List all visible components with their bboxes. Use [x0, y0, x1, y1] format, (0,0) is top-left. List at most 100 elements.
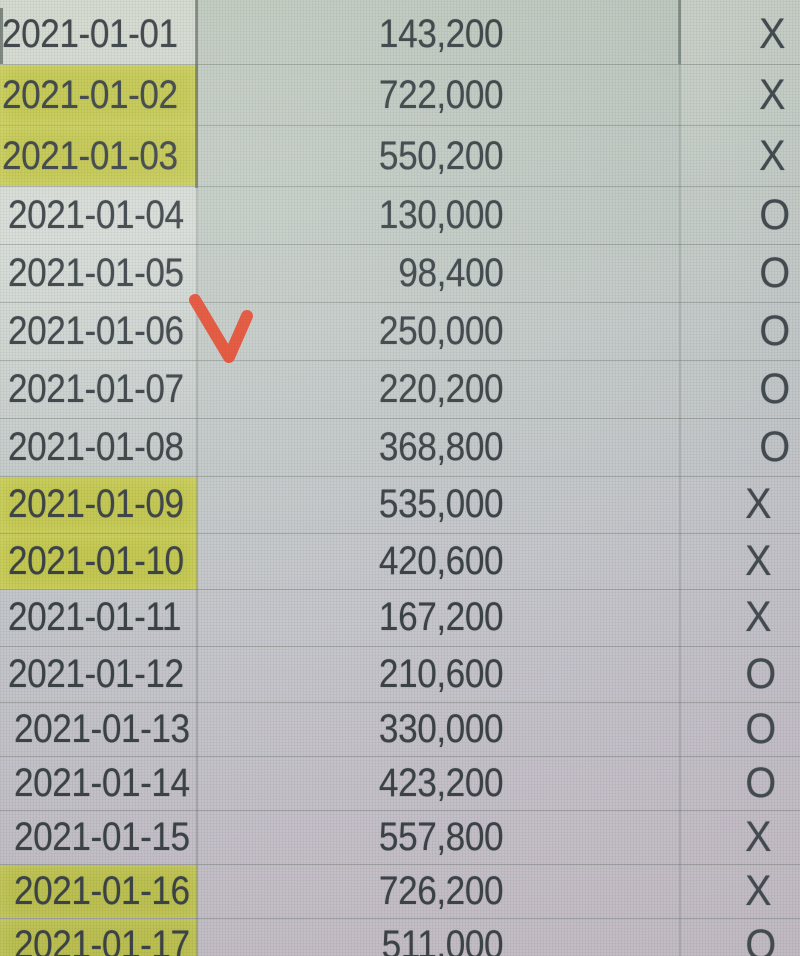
amount-cell[interactable]: 130,000 — [198, 187, 680, 244]
amount-cell[interactable]: 420,600 — [198, 534, 680, 590]
mark-cell[interactable]: O — [680, 419, 800, 476]
mark-cell[interactable]: O — [680, 757, 800, 810]
date-cell[interactable]: 2021-01-06 — [0, 303, 198, 360]
mark-text: X — [759, 9, 786, 58]
date-text: 2021-01-06 — [8, 309, 184, 353]
date-text: 2021-01-13 — [14, 707, 190, 751]
date-text: 2021-01-03 — [2, 133, 178, 178]
amount-text: 420,600 — [378, 538, 504, 583]
amount-cell[interactable]: 167,200 — [198, 590, 680, 646]
amount-cell[interactable]: 550,200 — [198, 126, 680, 186]
mark-cell[interactable]: X — [680, 126, 800, 186]
amount-text: 98,400 — [397, 251, 503, 295]
mark-text: O — [759, 365, 790, 413]
date-text: 2021-01-01 — [2, 11, 178, 56]
mark-text: X — [745, 480, 772, 529]
mark-cell[interactable]: X — [680, 590, 800, 646]
mark-cell[interactable]: O — [680, 919, 800, 956]
date-cell[interactable]: 2021-01-13 — [0, 703, 198, 756]
date-cell[interactable]: 2021-01-02 — [0, 65, 198, 125]
mark-text: O — [745, 759, 776, 807]
mark-cell[interactable]: X — [680, 865, 800, 918]
amount-cell[interactable]: 330,000 — [198, 703, 680, 756]
date-cell[interactable]: 2021-01-11 — [0, 590, 198, 646]
mark-text: X — [759, 70, 786, 119]
table-row: 2021-01-09 535,000 X — [0, 477, 800, 534]
amount-text: 143,200 — [378, 11, 504, 56]
amount-cell[interactable]: 210,600 — [198, 647, 680, 703]
amount-text: 130,000 — [378, 193, 504, 237]
mark-cell[interactable]: X — [680, 4, 800, 64]
date-cell[interactable]: 2021-01-04 — [0, 187, 198, 244]
amount-cell[interactable]: 511,000 — [198, 919, 680, 956]
amount-cell[interactable]: 726,200 — [198, 865, 680, 918]
mark-text: O — [759, 249, 790, 297]
table-row: 2021-01-02 722,000 X — [0, 65, 800, 126]
date-cell[interactable]: 2021-01-10 — [0, 533, 198, 589]
table-row: 2021-01-01 143,200 X — [0, 4, 800, 65]
mark-text: X — [745, 593, 772, 642]
table-row: 2021-01-15 557,800 X — [0, 811, 800, 865]
mark-cell[interactable]: O — [680, 303, 800, 360]
amount-cell[interactable]: 722,000 — [198, 65, 680, 125]
date-cell[interactable]: 2021-01-15 — [0, 811, 198, 864]
table-row: 2021-01-11 167,200 X — [0, 590, 800, 647]
date-cell[interactable]: 2021-01-03 — [0, 126, 198, 186]
mark-cell[interactable]: O — [680, 245, 800, 302]
mark-cell[interactable]: O — [680, 703, 800, 756]
mark-cell[interactable]: X — [680, 811, 800, 864]
mark-cell[interactable]: O — [680, 361, 800, 418]
amount-text: 368,800 — [378, 425, 504, 469]
mark-cell[interactable]: X — [680, 477, 800, 533]
date-text: 2021-01-12 — [8, 651, 184, 696]
date-cell[interactable]: 2021-01-08 — [0, 419, 198, 476]
date-cell[interactable]: 2021-01-17 — [0, 919, 198, 956]
date-text: 2021-01-08 — [8, 425, 184, 469]
amount-cell[interactable]: 368,800 — [198, 419, 680, 476]
table-row: 2021-01-08 368,800 O — [0, 419, 800, 477]
date-cell[interactable]: 2021-01-07 — [0, 361, 198, 418]
mark-text: O — [759, 307, 790, 355]
amount-cell[interactable]: 143,200 — [198, 4, 680, 64]
mark-text: X — [759, 131, 786, 180]
mark-text: X — [745, 813, 772, 861]
date-text: 2021-01-15 — [14, 815, 190, 859]
amount-text: 220,200 — [378, 367, 504, 411]
mark-text: O — [745, 921, 776, 956]
amount-cell[interactable]: 535,000 — [198, 477, 680, 533]
date-cell[interactable]: 2021-01-12 — [0, 647, 198, 703]
mark-cell[interactable]: X — [680, 534, 800, 590]
date-cell[interactable]: 2021-01-16 — [0, 865, 198, 918]
red-check-icon — [189, 294, 253, 363]
date-cell[interactable]: 2021-01-14 — [0, 757, 198, 810]
amount-cell[interactable]: 98,400 — [198, 245, 680, 302]
amount-text: 535,000 — [378, 482, 504, 527]
mark-cell[interactable]: O — [680, 187, 800, 244]
date-cell[interactable]: 2021-01-09 — [0, 477, 198, 533]
mark-cell[interactable]: O — [680, 647, 800, 703]
table-row: 2021-01-04 130,000 O — [0, 187, 800, 245]
table-row: 2021-01-10 420,600 X — [0, 533, 800, 590]
mark-text: X — [745, 867, 772, 915]
mark-text: X — [745, 536, 772, 585]
amount-text: 726,200 — [378, 869, 504, 913]
amount-cell[interactable]: 557,800 — [198, 811, 680, 864]
amount-text: 330,000 — [378, 707, 504, 751]
date-text: 2021-01-11 — [8, 595, 182, 640]
date-cell[interactable]: 2021-01-01 — [0, 4, 198, 64]
date-text: 2021-01-07 — [8, 367, 184, 411]
date-text: 2021-01-02 — [2, 72, 178, 117]
date-cell[interactable]: 2021-01-05 — [0, 245, 198, 302]
date-text: 2021-01-05 — [8, 251, 184, 295]
date-text: 2021-01-09 — [8, 482, 184, 527]
amount-cell[interactable]: 423,200 — [198, 757, 680, 810]
table-row: 2021-01-12 210,600 O — [0, 647, 800, 703]
date-text: 2021-01-04 — [8, 193, 184, 237]
amount-cell[interactable]: 220,200 — [198, 361, 680, 418]
amount-text: 167,200 — [378, 595, 504, 640]
mark-cell[interactable]: X — [680, 65, 800, 125]
table-row: 2021-01-03 550,200 X — [0, 126, 800, 187]
table-row: 2021-01-05 98,400 O — [0, 245, 800, 303]
amount-cell[interactable]: 250,000 — [198, 303, 680, 360]
